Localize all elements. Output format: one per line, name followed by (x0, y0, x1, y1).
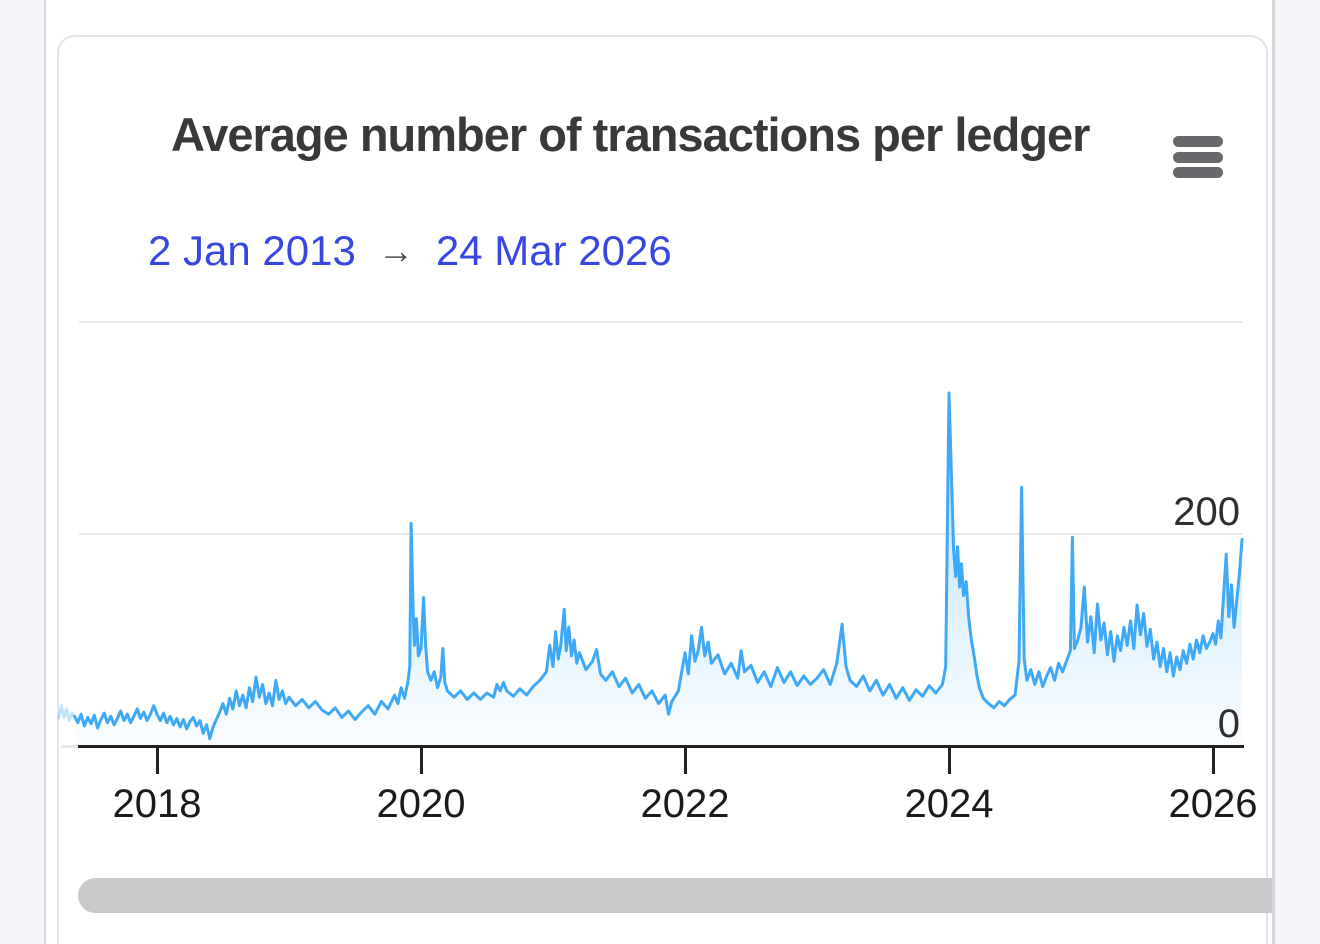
line-chart-plot-area[interactable] (57, 372, 1244, 752)
arrow-right-icon: → (377, 230, 414, 271)
y-gridline-200 (79, 533, 1242, 535)
chart-context-menu-button[interactable] (1173, 136, 1229, 186)
series-line (73, 391, 1244, 741)
x-tick-2020 (419, 748, 423, 774)
x-tick-label-2024: 2024 (904, 782, 994, 826)
hamburger-menu-icon (1173, 167, 1223, 178)
x-tick-2024 (947, 748, 951, 774)
x-axis-left-stub (61, 745, 79, 748)
x-tick-label-2022: 2022 (640, 782, 730, 826)
x-tick-label-2020: 2020 (376, 782, 466, 826)
y-tick-label-200: 200 (1173, 490, 1240, 534)
y-tick-label-0: 0 (1217, 702, 1240, 746)
x-tick-2022 (683, 748, 687, 774)
x-axis-line (78, 745, 1244, 748)
x-tick-2026 (1211, 748, 1215, 774)
hamburger-menu-icon (1173, 136, 1223, 147)
series-faded-lead-in (57, 704, 76, 723)
y-gridline-400 (79, 321, 1242, 323)
x-tick-label-2026: 2026 (1168, 782, 1258, 826)
date-range-selector: 2 Jan 2013 → 24 Mar 2026 (148, 227, 672, 275)
start-date-link[interactable]: 2 Jan 2013 (148, 227, 356, 274)
page-left-margin (0, 0, 46, 944)
end-date-link[interactable]: 24 Mar 2026 (435, 227, 672, 274)
x-tick-label-2018: 2018 (112, 782, 202, 826)
hamburger-menu-icon (1173, 151, 1223, 163)
page-right-margin (1272, 0, 1320, 944)
chart-title: Average number of transactions per ledge… (171, 108, 1090, 161)
x-tick-2018 (155, 748, 159, 774)
horizontal-scrollbar-thumb[interactable] (78, 878, 1272, 913)
chart-card: Average number of transactions per ledge… (57, 35, 1268, 944)
